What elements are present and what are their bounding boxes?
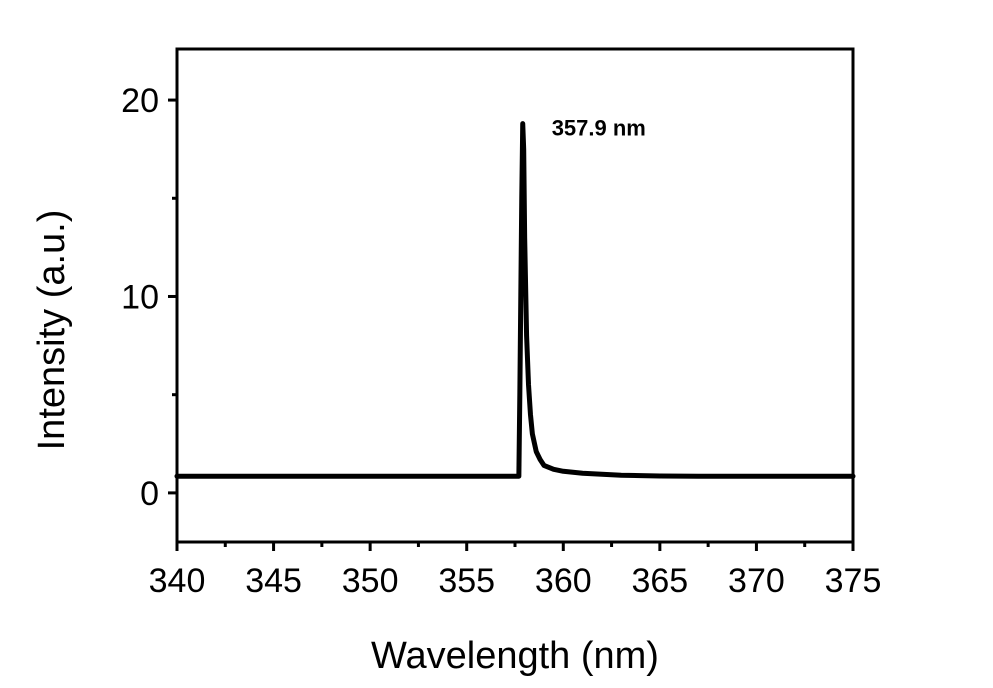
x-tick-label: 345 (245, 562, 302, 600)
y-tick-label: 20 (121, 82, 159, 120)
x-axis-title: Wavelength (nm) (371, 635, 659, 677)
labels-layer: 340 345 350 355 360 365 370 375 0 10 20 357.9 nm (121, 82, 881, 600)
y-tick-label: 0 (140, 475, 159, 513)
x-tick-label: 370 (728, 562, 785, 600)
x-tick-label: 365 (631, 562, 688, 600)
y-axis-title: Intensity (a.u.) (31, 210, 73, 451)
x-tick-label: 350 (342, 562, 399, 600)
x-tick-label: 355 (438, 562, 495, 600)
series-layer (174, 121, 856, 479)
plot-frame (175, 47, 855, 544)
y-tick-label: 10 (121, 278, 159, 316)
x-tick-label: 340 (149, 562, 206, 600)
peak-annotation: 357.9 nm (552, 115, 646, 140)
x-tick-label: 375 (825, 562, 882, 600)
series-line (174, 121, 856, 479)
x-tick-label: 360 (535, 562, 592, 600)
ticks-layer (168, 98, 855, 551)
